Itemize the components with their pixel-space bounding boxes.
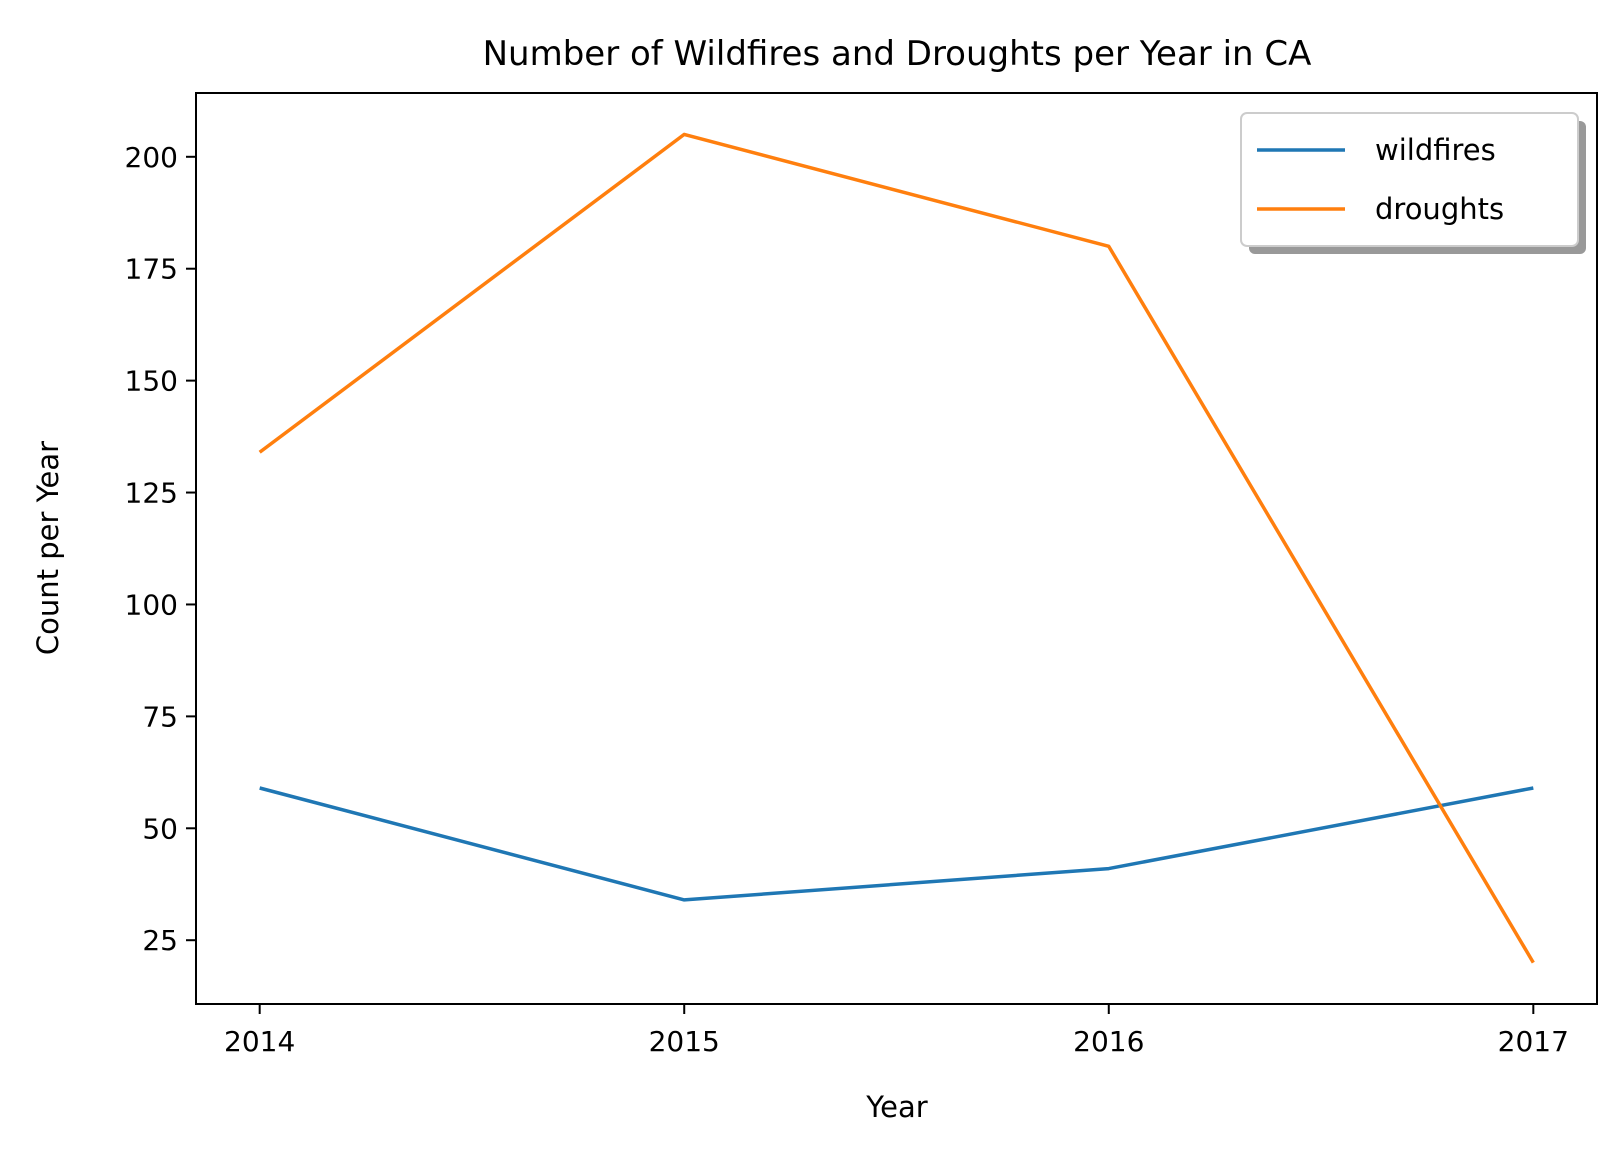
plot-frame xyxy=(195,92,1598,1005)
x-axis-label: Year xyxy=(865,1090,927,1124)
y-tick-label: 50 xyxy=(142,812,178,845)
y-axis: 25 50 75 100 125 150 175 200 xyxy=(125,141,196,957)
y-tick-label: 200 xyxy=(125,141,178,174)
chart-title: Number of Wildfires and Droughts per Yea… xyxy=(483,34,1312,74)
y-tick-label: 100 xyxy=(125,588,178,621)
series-line-wildfires xyxy=(259,786,1534,902)
y-tick-label: 175 xyxy=(125,253,178,286)
y-tick-label: 150 xyxy=(125,365,178,398)
legend: wildfires droughts xyxy=(1240,112,1586,254)
legend-box xyxy=(1240,112,1579,247)
x-tick-label: 2015 xyxy=(649,1025,720,1058)
y-tick-label: 125 xyxy=(125,477,178,510)
x-tick-label: 2016 xyxy=(1073,1025,1144,1058)
series-layer xyxy=(258,132,1535,964)
x-tick-label: 2017 xyxy=(1498,1025,1569,1058)
legend-label-droughts: droughts xyxy=(1375,192,1504,226)
legend-label-wildfires: wildfires xyxy=(1375,133,1496,167)
x-tick-label: 2014 xyxy=(224,1025,295,1058)
y-tick-label: 75 xyxy=(142,700,178,733)
y-axis-label: Count per Year xyxy=(31,441,65,655)
series-line-droughts xyxy=(258,132,1535,964)
x-axis: 2014 2015 2016 2017 xyxy=(224,1004,1569,1058)
y-tick-label: 25 xyxy=(142,924,178,957)
